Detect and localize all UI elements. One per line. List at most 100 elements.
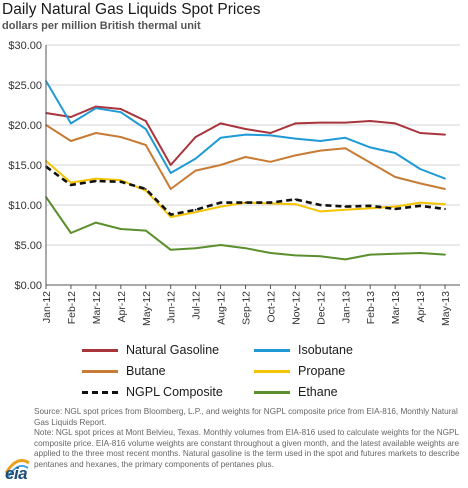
x-tick-label: Apr-12	[116, 291, 128, 323]
data-point	[219, 164, 222, 166]
data-point	[94, 177, 97, 180]
data-point	[244, 156, 247, 158]
legend-label: Butane	[126, 364, 166, 378]
data-point	[294, 203, 297, 206]
x-tick-label: Jul-12	[191, 291, 203, 320]
legend-swatch-butane	[82, 370, 118, 373]
data-point	[94, 107, 97, 110]
data-point	[394, 152, 397, 154]
data-point	[269, 160, 272, 163]
data-point	[344, 205, 347, 208]
eia-logo-icon	[4, 459, 30, 478]
data-point	[119, 136, 122, 138]
legend-swatch-natural-gasoline	[82, 349, 118, 352]
data-point	[144, 188, 147, 190]
data-point	[94, 180, 97, 182]
data-point	[119, 108, 122, 110]
data-point	[319, 255, 322, 258]
eia-logo-text: eia	[5, 464, 28, 483]
data-point	[419, 168, 421, 170]
x-tick-label: Dec-12	[315, 291, 327, 325]
data-point	[119, 180, 122, 183]
data-point	[169, 216, 172, 218]
data-point	[294, 198, 297, 201]
data-point	[194, 136, 197, 138]
data-point	[294, 122, 297, 125]
data-point	[70, 181, 72, 184]
series-line-propane	[45, 160, 446, 218]
data-point	[70, 232, 72, 234]
chart-subtitle: dollars per million British thermal unit	[2, 20, 201, 32]
data-point	[244, 247, 247, 250]
data-point	[444, 208, 446, 210]
data-point	[70, 116, 72, 118]
legend-swatch-propane	[254, 370, 290, 373]
x-tick-label: Jun-12	[166, 291, 178, 323]
data-point	[444, 253, 446, 256]
y-tick-label: $15.00	[8, 160, 42, 172]
y-tick-label: $0.00	[14, 280, 42, 292]
data-point	[394, 208, 397, 210]
chart-title: Daily Natural Gas Liquids Spot Prices	[2, 1, 261, 18]
data-point	[244, 128, 247, 130]
data-point	[70, 122, 72, 125]
data-point	[444, 203, 446, 206]
data-point	[219, 244, 222, 246]
line-chart: $0.00 $5.00 $10.00 $15.00 $20.00 $25.00 $30.00…	[8, 40, 460, 326]
data-point	[394, 252, 397, 255]
x-tick-label: Feb-13	[365, 291, 377, 324]
data-point	[444, 188, 446, 190]
data-point	[144, 144, 147, 146]
x-tick-label: Apr-13	[415, 291, 427, 323]
data-point	[344, 258, 347, 261]
data-point	[419, 182, 421, 185]
y-tick-label: $30.00	[8, 40, 42, 52]
data-point	[319, 121, 322, 124]
data-point	[94, 105, 97, 108]
data-point	[219, 205, 222, 208]
data-point	[144, 229, 147, 232]
axes: $0.00 $5.00 $10.00 $15.00 $20.00 $25.00 $30.00…	[8, 40, 460, 326]
legend-label: Propane	[298, 364, 346, 378]
data-point	[294, 154, 297, 157]
x-tick-label: May-13	[440, 291, 452, 326]
data-point	[194, 157, 197, 160]
data-point	[369, 161, 372, 164]
data-point	[219, 122, 222, 125]
data-point	[219, 201, 222, 204]
data-point	[419, 132, 421, 134]
data-point	[444, 133, 446, 136]
data-point	[344, 121, 347, 124]
data-point	[369, 253, 372, 256]
data-point	[169, 188, 172, 190]
data-point	[344, 136, 347, 139]
data-point	[119, 111, 122, 114]
data-point	[70, 184, 72, 186]
y-tick-label: $5.00	[14, 240, 42, 252]
y-tick-label: $25.00	[8, 80, 42, 92]
data-point	[369, 204, 372, 207]
x-tick-label: Feb-12	[66, 291, 78, 324]
data-point	[369, 146, 372, 149]
data-point	[369, 207, 372, 210]
data-point	[119, 228, 122, 230]
note-line: Note: NGL spot prices at Mont Belvieu, T…	[34, 428, 460, 469]
data-point	[394, 176, 397, 178]
x-tick-label: Sep-12	[241, 291, 253, 325]
data-point	[70, 140, 72, 142]
data-point	[394, 205, 397, 208]
legend-label: Ethane	[298, 385, 338, 399]
x-tick-label: Jan-13	[340, 291, 352, 323]
x-tick-label: May-12	[141, 291, 153, 326]
x-tick-label: Jan-12	[41, 291, 53, 323]
data-point	[319, 149, 322, 152]
y-tick-label: $10.00	[8, 200, 42, 212]
data-point	[169, 164, 172, 166]
data-point	[194, 211, 197, 214]
data-point	[444, 177, 446, 180]
x-tick-label: Mar-13	[390, 291, 402, 324]
x-tick-label: Nov-12	[290, 291, 302, 325]
data-point	[144, 189, 147, 192]
data-point	[344, 208, 347, 211]
x-tick-label: Mar-12	[91, 291, 103, 324]
